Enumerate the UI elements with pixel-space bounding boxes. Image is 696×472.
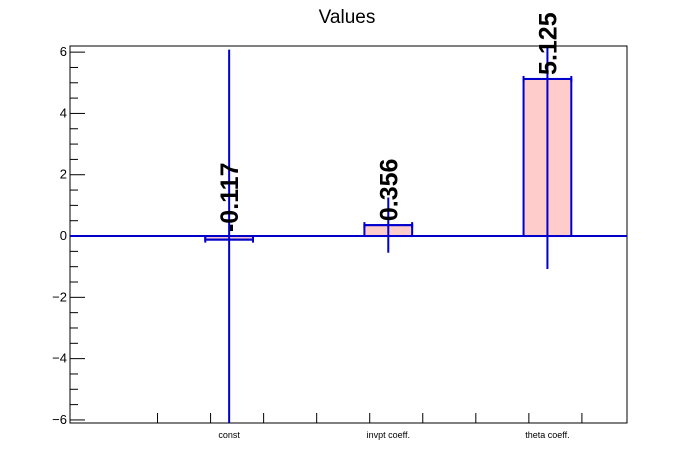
data-label: -0.117 (216, 163, 244, 233)
y-tick-label: 4 (60, 105, 67, 120)
chart-title: Values (319, 7, 376, 28)
y-tick-label: −4 (52, 351, 67, 366)
y-tick-label: −6 (52, 412, 67, 427)
x-axis: const invpt coeff. theta coeff. (157, 413, 583, 440)
y-tick-label: −2 (52, 289, 67, 304)
data-label: 0.356 (375, 159, 403, 222)
error-bars (204, 46, 573, 423)
x-category-label: const (218, 430, 240, 440)
y-tick-label: 6 (60, 44, 67, 59)
data-labels: -0.117 0.356 5.125 (216, 12, 562, 232)
y-tick-label: 0 (60, 228, 67, 243)
y-axis: −6 −4 −2 0 2 4 6 (52, 44, 85, 427)
x-category-label: theta coeff. (525, 430, 569, 440)
x-category-label: invpt coeff. (367, 430, 410, 440)
data-label: 5.125 (534, 12, 562, 75)
y-tick-label: 2 (60, 167, 67, 182)
